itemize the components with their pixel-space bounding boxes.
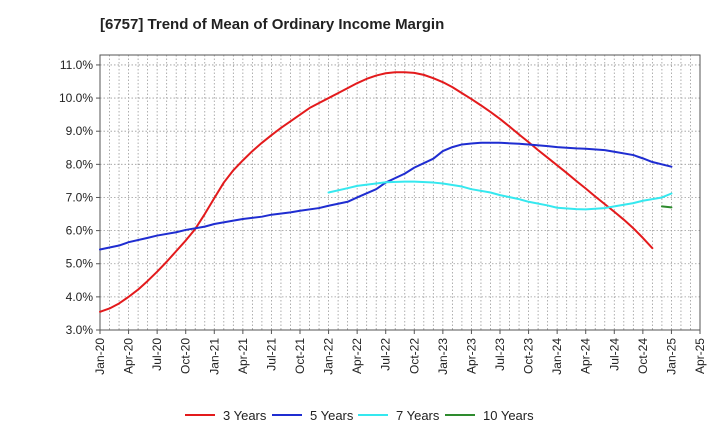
x-tick-label: Jan-22 bbox=[322, 338, 336, 375]
series-line-10-years bbox=[660, 205, 673, 209]
x-tick-label: Apr-24 bbox=[579, 338, 593, 374]
y-tick-label: 9.0% bbox=[66, 124, 94, 138]
plot-area bbox=[99, 54, 701, 331]
legend: 3 Years 5 Years 7 Years 10 Years bbox=[185, 408, 534, 423]
legend-label: 7 Years bbox=[396, 408, 440, 423]
x-tick-label: Jan-24 bbox=[550, 338, 564, 375]
x-tick-label: Jan-21 bbox=[207, 338, 221, 375]
y-tick-label: 4.0% bbox=[66, 290, 94, 304]
chart-title: [6757] Trend of Mean of Ordinary Income … bbox=[100, 16, 445, 33]
x-tick-label: Jul-23 bbox=[493, 338, 507, 371]
x-tick-label: Jul-22 bbox=[379, 338, 393, 371]
y-tick-label: 8.0% bbox=[66, 157, 94, 171]
x-tick-label: Oct-23 bbox=[522, 338, 536, 374]
y-tick-label: 11.0% bbox=[60, 58, 93, 72]
x-tick-label: Apr-25 bbox=[693, 338, 707, 374]
y-tick-label: 6.0% bbox=[66, 224, 94, 238]
x-tick-label: Apr-22 bbox=[350, 338, 364, 374]
y-tick-label: 10.0% bbox=[59, 91, 93, 105]
y-tick-label: 5.0% bbox=[66, 257, 94, 271]
series-line-5-years bbox=[99, 141, 673, 251]
x-tick-label: Apr-23 bbox=[464, 338, 478, 374]
x-tick-label: Jan-20 bbox=[93, 338, 107, 375]
x-tick-label: Oct-20 bbox=[179, 338, 193, 374]
y-tick-label: 7.0% bbox=[66, 190, 94, 204]
x-tick-label: Apr-21 bbox=[236, 338, 250, 374]
legend-label: 5 Years bbox=[310, 408, 354, 423]
x-tick-label: Jul-20 bbox=[150, 338, 164, 371]
series-line-7-years bbox=[327, 180, 673, 211]
x-tick-label: Jul-24 bbox=[607, 338, 621, 371]
series-line-3-years bbox=[99, 71, 654, 313]
grid-lines bbox=[99, 55, 701, 331]
x-tick-label: Oct-24 bbox=[636, 338, 650, 374]
x-tick-label: Jan-25 bbox=[664, 338, 678, 375]
x-tick-label: Oct-22 bbox=[407, 338, 421, 374]
y-tick-label: 3.0% bbox=[66, 323, 94, 337]
series-lines bbox=[99, 71, 673, 313]
x-tick-label: Jan-23 bbox=[436, 338, 450, 375]
legend-label: 10 Years bbox=[483, 408, 534, 423]
x-tick-label: Oct-21 bbox=[293, 338, 307, 374]
x-tick-label: Apr-20 bbox=[122, 338, 136, 374]
legend-label: 3 Years bbox=[223, 408, 267, 423]
x-tick-label: Jul-21 bbox=[264, 338, 278, 371]
axis-ticks: Jan-20 Apr-20 Jul-20 Oct-20 Jan-21 Apr-21 Jul-… bbox=[59, 58, 707, 375]
